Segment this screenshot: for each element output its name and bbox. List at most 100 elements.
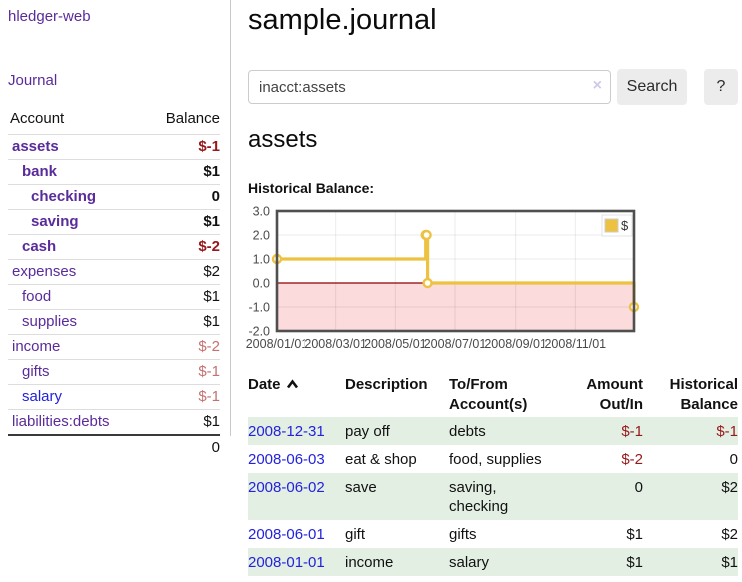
chart-title: Historical Balance:	[248, 180, 375, 196]
x-axis-tick-label: 2008/01/01	[246, 337, 309, 351]
account-link-assets[interactable]: assets	[12, 138, 59, 155]
register-col-balance: Historical Balance	[669, 376, 738, 413]
legend-label: $	[621, 218, 629, 233]
transaction-accounts: saving, checking	[449, 473, 561, 520]
register-row: 2008-06-02 save saving, checking 0 $2	[248, 473, 738, 520]
search-form: × Search ?	[248, 69, 742, 105]
page-title: sample.journal	[248, 4, 437, 36]
account-row: bank $1	[8, 159, 220, 185]
account-row: assets $-1	[8, 134, 220, 160]
transaction-description: eat & shop	[345, 451, 417, 468]
account-link-supplies[interactable]: supplies	[22, 313, 78, 330]
accounts-total-value: 0	[146, 434, 220, 460]
transaction-amount: $1	[626, 526, 643, 543]
transaction-balance: $2	[721, 526, 738, 543]
account-balance: $1	[146, 409, 220, 435]
x-axis-tick-label: 2008/11/01	[544, 337, 606, 351]
register-col-amount: Amount Out/In	[586, 376, 643, 413]
main-content: sample.journal × Search ? assets Histori…	[246, 0, 742, 576]
account-row: cash $-2	[8, 234, 220, 260]
negative-region	[277, 283, 634, 331]
transaction-amount: $-1	[561, 417, 643, 445]
account-link-salary[interactable]: salary	[22, 388, 63, 405]
account-link-bank[interactable]: bank	[22, 163, 58, 180]
register-col-date[interactable]: Date	[248, 373, 345, 417]
transaction-accounts: food, supplies	[449, 451, 542, 468]
register-table: Date Description To/From Account(s) Amou…	[248, 373, 738, 576]
x-axis-tick-label: 2008/03/01	[304, 337, 367, 351]
app-brand-link[interactable]: hledger-web	[8, 8, 91, 25]
plot-border	[275, 209, 636, 333]
account-balance: 0	[146, 184, 220, 210]
transaction-amount: $-2	[621, 451, 643, 468]
register-row: 2008-12-31 pay off debts $-1 $-1	[248, 417, 738, 445]
account-balance: $-1	[146, 359, 220, 385]
transaction-date-link[interactable]: 2008-06-03	[248, 451, 325, 468]
accounts-table-body: assets $-1 bank $1 checking 0 saving $1 cash $-2 e…	[8, 134, 220, 435]
account-balance: $-2	[146, 334, 220, 360]
account-link-food[interactable]: food	[22, 288, 52, 305]
account-row: food $1	[8, 284, 220, 310]
transaction-balance: $1	[643, 548, 738, 576]
clear-search-icon[interactable]: ×	[592, 77, 602, 94]
transaction-description: save	[345, 473, 449, 520]
account-link-saving[interactable]: saving	[31, 213, 79, 230]
account-balance: $1	[146, 284, 220, 310]
sidebar: hledger-web Journal Account Balance asse…	[0, 0, 231, 460]
x-axis-tick-label: 2008/09/01	[484, 337, 547, 351]
accounts-table: Account Balance assets $-1 bank $1 checking 0…	[8, 108, 220, 460]
account-row: expenses $2	[8, 259, 220, 285]
transaction-amount: $1	[561, 548, 643, 576]
register-col-description: Description	[345, 376, 428, 393]
transaction-accounts: salary	[449, 548, 561, 576]
search-button[interactable]: Search	[617, 69, 687, 105]
transaction-date-link[interactable]: 2008-01-01	[248, 554, 325, 571]
account-row: supplies $1	[8, 309, 220, 335]
accounts-col-balance: Balance	[165, 110, 220, 127]
transaction-description: gift	[345, 526, 366, 543]
account-heading: assets	[248, 126, 318, 153]
y-axis-tick-label: -2.0	[248, 325, 270, 339]
legend-swatch	[604, 218, 619, 233]
data-point-marker	[422, 277, 433, 289]
accounts-col-account: Account	[10, 110, 65, 127]
transaction-accounts: debts	[449, 417, 561, 445]
y-axis-tick-label: 1.0	[253, 253, 270, 267]
data-point-marker	[421, 229, 432, 241]
transaction-date-link[interactable]: 2008-06-01	[248, 526, 325, 543]
transaction-accounts: gifts	[449, 526, 477, 543]
y-axis-tick-label: 2.0	[253, 229, 270, 243]
account-row: checking 0	[8, 184, 220, 210]
transaction-date-link[interactable]: 2008-12-31	[248, 423, 325, 440]
account-row: salary $-1	[8, 384, 220, 410]
account-link-checking[interactable]: checking	[31, 188, 97, 205]
help-button[interactable]: ?	[704, 69, 738, 105]
account-row: income $-2	[8, 334, 220, 360]
register-table-body: 2008-12-31 pay off debts $-1 $-1 2008-06-03 ea…	[248, 417, 738, 576]
account-link-income[interactable]: income	[12, 338, 61, 355]
transaction-balance: $2	[643, 473, 738, 520]
register-row: 2008-06-03 eat & shop food, supplies $-2 0	[248, 445, 738, 473]
search-input[interactable]	[248, 70, 611, 104]
transaction-balance: $-1	[643, 417, 738, 445]
account-link-expenses[interactable]: expenses	[12, 263, 77, 280]
account-link-gifts[interactable]: gifts	[22, 363, 50, 380]
y-axis-tick-label: 0.0	[253, 277, 270, 291]
account-balance: $1	[146, 159, 220, 185]
account-row: liabilities:debts $1	[8, 409, 220, 435]
account-balance: $-1	[146, 134, 220, 160]
transaction-date-link[interactable]: 2008-06-02	[248, 479, 325, 496]
account-row: saving $1	[8, 209, 220, 235]
accounts-total-row: 0	[8, 434, 220, 460]
x-axis-tick-label: 2008/07/01	[424, 337, 487, 351]
sort-ascending-icon	[286, 379, 298, 389]
transaction-description: pay off	[345, 417, 449, 445]
account-balance: $1	[146, 309, 220, 335]
x-axis-tick-label: 2008/05/01	[364, 337, 427, 351]
sidebar-journal-link[interactable]: Journal	[8, 72, 58, 89]
account-link-liabilities-debts[interactable]: liabilities:debts	[12, 413, 110, 430]
account-link-cash[interactable]: cash	[22, 238, 57, 255]
transaction-balance: 0	[729, 451, 738, 468]
y-axis-tick-label: -1.0	[248, 301, 270, 315]
transaction-description: income	[345, 548, 449, 576]
